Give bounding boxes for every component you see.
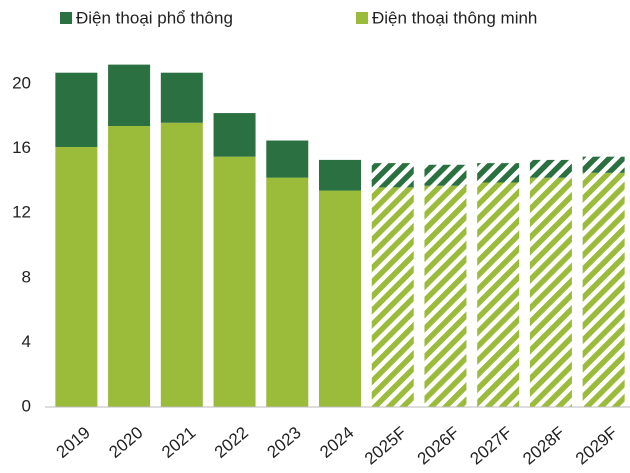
y-tick-label: 12 xyxy=(12,203,31,222)
y-tick-label: 20 xyxy=(12,73,31,92)
bar-segment xyxy=(160,72,203,123)
bar-segment xyxy=(108,64,151,126)
bar-segment xyxy=(319,190,361,407)
x-tick-label: 2028F xyxy=(519,423,568,469)
bar-segment xyxy=(529,177,572,407)
x-tick-label: 2022 xyxy=(211,423,252,462)
x-tick-label: 2020 xyxy=(105,423,146,462)
bar-segment xyxy=(213,113,256,157)
x-tick-label: 2025F xyxy=(361,423,410,469)
bar-segment xyxy=(55,146,98,408)
bar-segment xyxy=(477,163,520,183)
x-tick-label: 2024 xyxy=(316,423,357,462)
bar-segment xyxy=(160,122,203,407)
bar-segment xyxy=(582,172,625,407)
y-tick-label: 8 xyxy=(22,267,31,286)
legend-label: Điện thoại thông minh xyxy=(372,8,537,27)
bar-segment xyxy=(582,156,625,173)
bar-segment xyxy=(266,140,309,178)
bar-segment xyxy=(424,164,467,186)
bar-segment xyxy=(477,182,520,407)
bar-segment xyxy=(371,163,414,188)
legend-swatch xyxy=(60,12,72,24)
x-tick-label: 2021 xyxy=(158,423,199,462)
legend-swatch xyxy=(356,12,368,24)
y-tick-label: 16 xyxy=(12,138,31,157)
y-tick-label: 4 xyxy=(22,332,31,351)
x-tick-label: 2027F xyxy=(466,423,515,469)
x-tick-label: 2029F xyxy=(572,423,621,469)
bar-segment xyxy=(266,177,309,407)
bar-segment xyxy=(371,187,414,407)
x-tick-label: 2019 xyxy=(53,423,94,462)
x-tick-label: 2023 xyxy=(264,423,305,462)
bar-segment xyxy=(424,185,467,407)
bar-segment xyxy=(529,159,572,178)
bar-segment xyxy=(213,156,256,407)
legend-label: Điện thoại phổ thông xyxy=(76,8,233,27)
y-tick-label: 0 xyxy=(22,396,31,415)
bar-segment xyxy=(108,125,151,408)
bar-segment xyxy=(319,159,361,191)
bar-segment xyxy=(55,72,98,147)
x-tick-label: 2026F xyxy=(414,423,463,469)
